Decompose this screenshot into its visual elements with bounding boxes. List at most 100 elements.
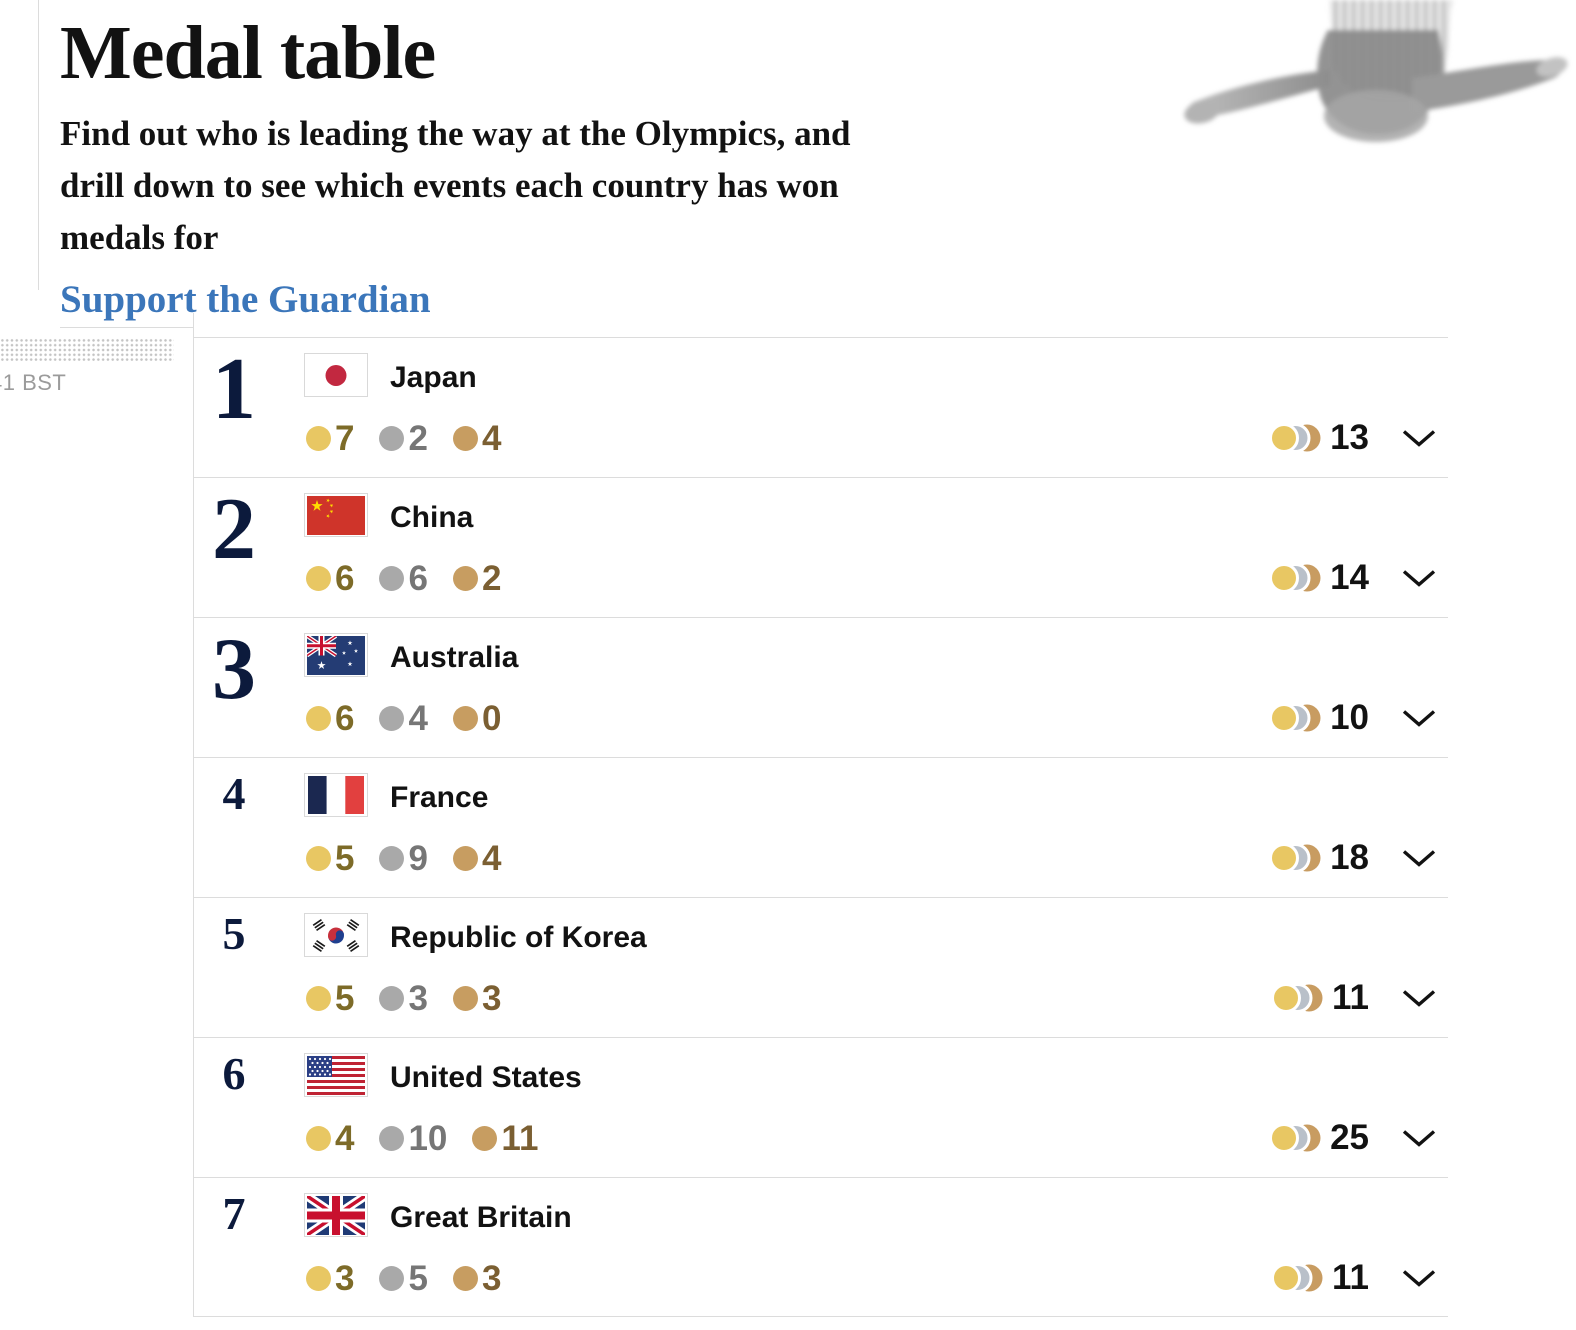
- medal-row-france[interactable]: 4 France 5 9 4 18: [194, 757, 1448, 897]
- rank-number: 5: [222, 908, 246, 959]
- country-name: France: [390, 781, 489, 814]
- expand-row-button[interactable]: [1402, 709, 1436, 727]
- gold-count: 5: [335, 979, 355, 1018]
- bronze-count: 4: [481, 839, 502, 878]
- medal-row-republic-of-korea[interactable]: 5 Republic of Korea: [194, 897, 1448, 1037]
- bronze-count: 0: [481, 699, 502, 738]
- medal-counts: 3 5 3: [306, 1261, 526, 1296]
- rank-number: 7: [222, 1188, 246, 1239]
- gold-count: 6: [335, 559, 355, 598]
- silver-medal-icon: [379, 1126, 405, 1151]
- total-medals-icon: [1269, 422, 1322, 453]
- total-count: 11: [1332, 978, 1369, 1017]
- silver-medal-icon: [379, 1266, 405, 1291]
- total-count: 11: [1332, 1258, 1369, 1297]
- medal-counts: 6 4 0: [306, 701, 526, 736]
- bronze-medal-icon: [472, 1126, 498, 1151]
- chevron-down-icon: [1402, 1269, 1436, 1286]
- gold-medal-icon: [306, 846, 331, 871]
- gold-medal-icon: [306, 566, 331, 591]
- medal-counts: 6 6 2: [306, 561, 526, 596]
- bronze-count: 2: [481, 559, 502, 598]
- gold-count: 6: [335, 699, 355, 738]
- chevron-down-icon: [1402, 569, 1436, 586]
- expand-row-button[interactable]: [1402, 849, 1436, 867]
- total-medals-icon: [1271, 1262, 1323, 1293]
- flag-china-icon: [304, 493, 368, 537]
- total-medals-icon: [1269, 562, 1322, 593]
- total-medals-icon: [1271, 982, 1323, 1013]
- bronze-count: 3: [481, 979, 502, 1018]
- medal-counts: 7 2 4: [306, 421, 526, 456]
- standfirst-line: drill down to see which events each coun…: [60, 166, 839, 205]
- rank-number: 4: [222, 768, 246, 819]
- gold-count: 7: [335, 419, 355, 458]
- gold-medal-icon: [306, 1126, 331, 1151]
- total-count: 13: [1330, 418, 1369, 457]
- country-name: United States: [390, 1061, 582, 1094]
- expand-row-button[interactable]: [1402, 429, 1436, 447]
- bronze-count: 11: [501, 1119, 539, 1158]
- country-name: Republic of Korea: [390, 921, 647, 954]
- silver-count: 2: [408, 419, 428, 458]
- silver-count: 10: [408, 1119, 448, 1158]
- total-medals-icon: [1269, 1122, 1322, 1153]
- gymnast-image: [1184, 0, 1568, 142]
- chevron-down-icon: [1402, 709, 1436, 726]
- silver-count: 4: [408, 699, 428, 738]
- chevron-down-icon: [1402, 849, 1436, 866]
- bronze-medal-icon: [452, 426, 478, 451]
- medal-table: 1 Japan 7 2 4 13 2: [193, 313, 1448, 1317]
- expand-row-button[interactable]: [1402, 1269, 1436, 1287]
- total-medals-icon: [1269, 702, 1322, 733]
- medal-row-china[interactable]: 2 China 6 6 2 14: [194, 477, 1448, 617]
- dotted-pattern: [0, 338, 174, 361]
- expand-row-button[interactable]: [1402, 569, 1436, 587]
- silver-count: 6: [408, 559, 428, 598]
- medal-row-great-britain[interactable]: 7 Great Britain 3 5 3 11: [194, 1177, 1448, 1317]
- country-name: China: [390, 501, 474, 534]
- gold-count: 3: [335, 1259, 355, 1298]
- medal-counts: 5 3 3: [306, 981, 526, 1016]
- page-standfirst: Find out who is leading the way at the O…: [60, 108, 851, 264]
- medal-counts: 5 9 4: [306, 841, 526, 876]
- bronze-medal-icon: [452, 1266, 478, 1291]
- medal-row-japan[interactable]: 1 Japan 7 2 4 13: [194, 337, 1448, 477]
- gold-count: 4: [335, 1119, 355, 1158]
- gold-medal-icon: [306, 706, 331, 731]
- country-name: Japan: [390, 361, 477, 394]
- bronze-count: 3: [481, 1259, 502, 1298]
- expand-row-button[interactable]: [1402, 989, 1436, 1007]
- chevron-down-icon: [1402, 1129, 1436, 1146]
- medal-row-australia[interactable]: 3 Australia 6 4 0 10: [194, 617, 1448, 757]
- flag-united-states-icon: [304, 1053, 368, 1097]
- timestamp-label: 41 BST: [0, 370, 67, 395]
- column-divider: [38, 0, 39, 290]
- flag-france-icon: [304, 773, 368, 817]
- expand-row-button[interactable]: [1402, 1129, 1436, 1147]
- rank-number: 2: [212, 481, 256, 578]
- total-count: 25: [1330, 1118, 1369, 1157]
- flag-great-britain-icon: [304, 1193, 368, 1237]
- medal-row-united-states[interactable]: 6 United States 4 10 11 25: [194, 1037, 1448, 1177]
- page-title: Medal table: [60, 11, 436, 95]
- flag-japan-icon: [304, 353, 368, 397]
- silver-count: 9: [408, 839, 428, 878]
- silver-medal-icon: [379, 706, 405, 731]
- gold-count: 5: [335, 839, 355, 878]
- silver-medal-icon: [379, 846, 405, 871]
- bronze-medal-icon: [452, 706, 478, 731]
- rank-number: 3: [212, 621, 256, 718]
- chevron-down-icon: [1402, 429, 1436, 446]
- bronze-medal-icon: [452, 566, 478, 591]
- total-count: 10: [1330, 698, 1369, 737]
- silver-medal-icon: [379, 426, 405, 451]
- total-count: 18: [1330, 838, 1369, 877]
- silver-medal-icon: [379, 986, 405, 1011]
- gold-medal-icon: [306, 986, 331, 1011]
- standfirst-line: Find out who is leading the way at the O…: [60, 114, 851, 153]
- bronze-medal-icon: [452, 986, 478, 1011]
- flag-south-korea-icon: [304, 913, 368, 957]
- silver-medal-icon: [379, 566, 405, 591]
